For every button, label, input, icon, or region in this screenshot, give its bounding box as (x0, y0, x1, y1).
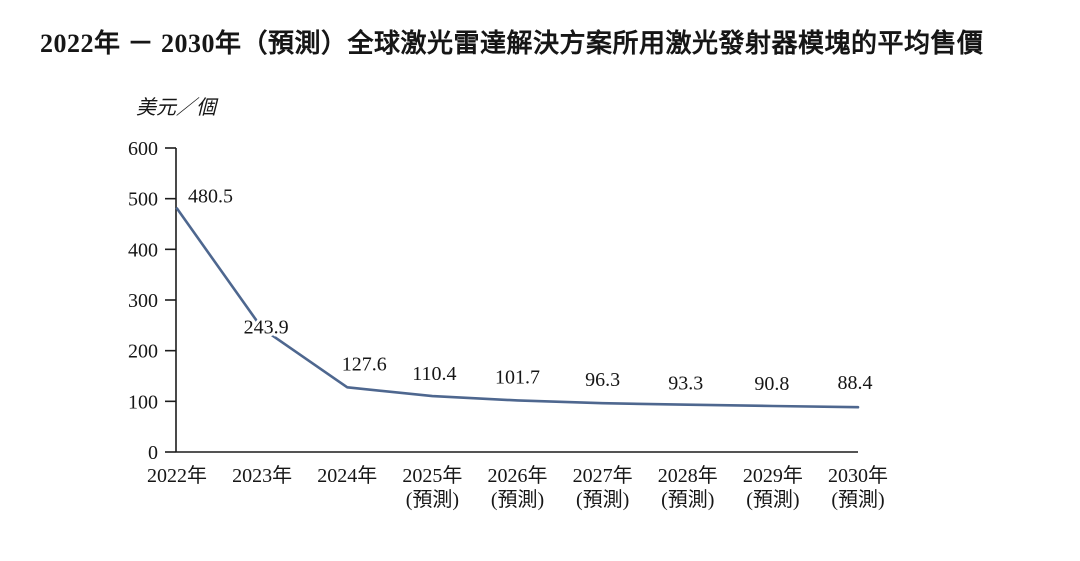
x-forecast-label: (預測) (746, 488, 799, 511)
chart-title: 2022年 － 2030年（預測）全球激光雷達解決方案所用激光發射器模塊的平均售… (40, 29, 984, 58)
x-forecast-label: (預測) (491, 488, 544, 511)
x-category-label: 2023年 (232, 464, 292, 487)
y-tick-label: 400 (128, 239, 158, 261)
y-tick-label: 200 (128, 341, 158, 363)
y-tick-label: 500 (128, 189, 158, 211)
price-line (175, 207, 860, 409)
x-category-label: 2022年 (147, 464, 207, 487)
data-label: 480.5 (188, 186, 233, 208)
y-axis-ticks: 0 100 200 300 400 500 600 (128, 138, 176, 464)
y-tick-label: 300 (128, 290, 158, 312)
data-label: 243.9 (244, 316, 289, 338)
x-category-label: 2026年 (488, 464, 548, 487)
x-category-label: 2030年 (828, 464, 888, 487)
x-category-label: 2029年 (743, 464, 803, 487)
x-axis-labels: 2022年 2023年 2024年 2025年(預測)2026年(預測)2027年(預… (147, 464, 888, 511)
y-tick-label: 100 (128, 391, 158, 413)
y-axis-unit-label: 美元／個 (136, 97, 216, 119)
data-labels: 480.5 243.9 127.6 110.4 101.7 96.3 93.3 90.8 88.… (185, 183, 876, 398)
data-label: 96.3 (585, 369, 620, 391)
y-tick-label: 600 (128, 138, 158, 160)
data-label: 127.6 (342, 353, 387, 375)
x-category-label: 2028年 (658, 464, 718, 487)
x-forecast-label: (預測) (831, 488, 884, 511)
x-category-label: 2024年 (317, 464, 377, 487)
data-label: 93.3 (668, 373, 703, 395)
x-forecast-label: (預測) (576, 488, 629, 511)
data-label: 110.4 (412, 363, 456, 385)
x-category-label: 2025年 (402, 464, 462, 487)
data-label: 88.4 (838, 372, 873, 394)
data-label: 101.7 (495, 366, 540, 388)
data-label: 90.8 (754, 373, 789, 395)
y-tick-label: 0 (148, 442, 158, 464)
x-forecast-label: (預測) (661, 488, 714, 511)
x-forecast-label: (預測) (406, 488, 459, 511)
x-category-label: 2027年 (573, 464, 633, 487)
